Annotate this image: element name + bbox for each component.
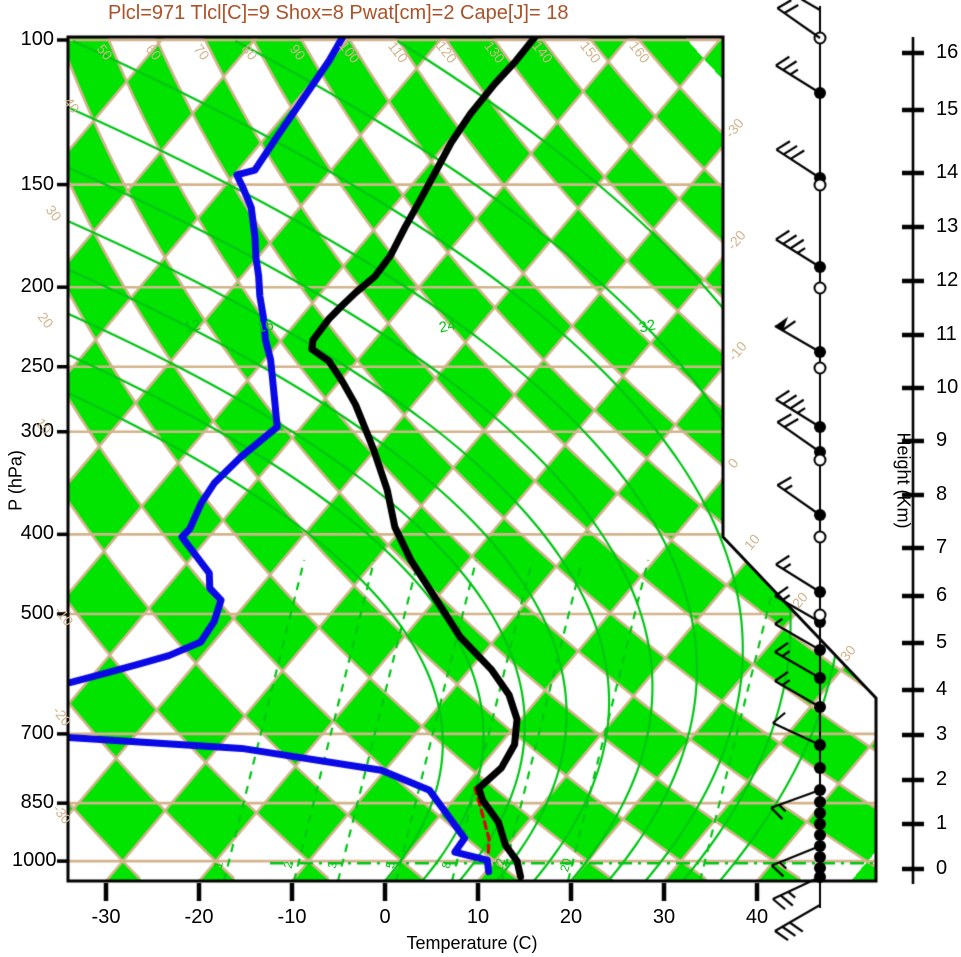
height-tick-label: 13 xyxy=(936,215,959,237)
pressure-tick-label: 850 xyxy=(20,791,54,814)
height-tick-label: 7 xyxy=(936,536,948,558)
temperature-tick-label: -30 xyxy=(91,906,121,928)
height-tick-label: 15 xyxy=(936,98,959,120)
moist-adiabat-label: 16 xyxy=(255,316,276,337)
temperature-tick-label: -10 xyxy=(277,906,307,928)
height-tick-label: 3 xyxy=(936,723,948,745)
pressure-tick-label: 100 xyxy=(20,28,54,50)
height-tick-label: 1 xyxy=(936,812,948,834)
height-tick-label: 2 xyxy=(936,768,948,790)
temperature-tick-label: 0 xyxy=(379,906,391,928)
temperature-tick-label: -20 xyxy=(184,906,214,928)
pressure-tick-label: 150 xyxy=(20,172,54,195)
moist-adiabat-label: 32 xyxy=(637,316,658,337)
height-tick-label: 16 xyxy=(936,41,959,63)
temperature-axis-title: Temperature (C) xyxy=(406,933,538,953)
height-tick-label: 6 xyxy=(936,584,948,606)
height-tick-label: 14 xyxy=(936,161,959,183)
height-axis-title: Height (Km) xyxy=(893,432,914,529)
pressure-tick-label: 400 xyxy=(20,522,54,545)
height-tick-label: 4 xyxy=(936,678,948,700)
height-tick-label: 9 xyxy=(936,429,948,451)
temperature-tick-label: 40 xyxy=(745,906,769,928)
moist-adiabat-label: 12 xyxy=(182,316,203,337)
height-tick-label: 10 xyxy=(936,376,959,398)
pressure-tick-label: 300 xyxy=(20,419,54,442)
height-tick-label: 0 xyxy=(936,857,948,879)
temperature-tick-label: 20 xyxy=(559,906,583,928)
moist-adiabat-label: 24 xyxy=(437,316,458,337)
height-tick-label: 5 xyxy=(936,631,948,653)
pressure-tick-label: 250 xyxy=(20,354,54,377)
height-tick-label: 12 xyxy=(936,269,959,291)
temperature-tick-label: 10 xyxy=(466,906,490,928)
pressure-tick-label: 700 xyxy=(20,721,54,744)
height-tick-label: 8 xyxy=(936,483,948,505)
pressure-tick-label: 500 xyxy=(20,601,54,624)
temperature-tick-label: 30 xyxy=(652,906,676,928)
chart-title: Plcl=971 Tlcl[C]=9 Shox=8 Pwat[cm]=2 Cap… xyxy=(108,2,569,24)
pressure-tick-label: 200 xyxy=(20,275,54,298)
height-tick-label: 11 xyxy=(936,323,957,345)
pressure-tick-label: 1000 xyxy=(12,849,57,872)
pressure-axis-title: P (hPa) xyxy=(5,450,26,511)
